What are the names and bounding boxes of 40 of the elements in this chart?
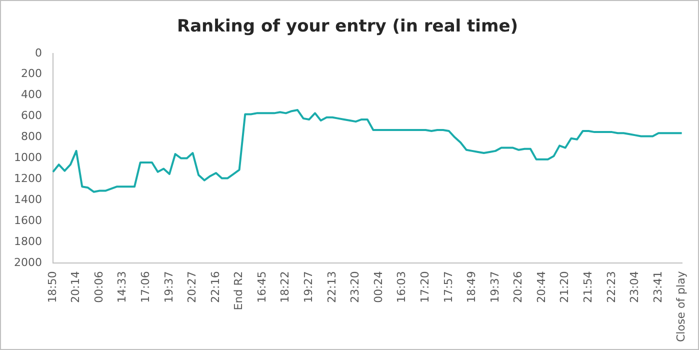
x-tick-label: 20:26 xyxy=(512,271,525,303)
x-tick-label: 20:27 xyxy=(186,271,199,303)
x-tick-label: 17:06 xyxy=(139,271,152,303)
x-tick-label: 00:06 xyxy=(92,271,106,303)
x-tick-label: 20:44 xyxy=(534,271,548,303)
x-tick-label: 22:13 xyxy=(325,271,338,303)
y-tick-label: 1200 xyxy=(14,172,42,186)
y-tick-label: 800 xyxy=(20,130,42,144)
y-tick-label: 1800 xyxy=(14,235,42,248)
y-tick-label: 200 xyxy=(20,67,42,80)
x-tick-label: 23:04 xyxy=(628,271,642,303)
y-tick-label: 1400 xyxy=(14,193,42,206)
x-tick-label: 20:14 xyxy=(69,271,82,303)
x-tick-label: 17:57 xyxy=(442,271,455,303)
x-tick-label: 14:33 xyxy=(116,271,129,303)
x-tick-label: 19:37 xyxy=(162,271,176,303)
x-tick-label: 19:37 xyxy=(488,271,502,303)
x-tick-label: 18:50 xyxy=(46,271,59,303)
x-tick-label: 22:16 xyxy=(208,271,222,303)
x-tick-label: 00:24 xyxy=(372,271,385,303)
x-tick-label: 18:22 xyxy=(278,271,292,303)
x-tick-label: 21:20 xyxy=(558,271,572,303)
x-tick-label: 17:20 xyxy=(418,271,432,303)
x-tick-label: 16:03 xyxy=(395,271,408,303)
x-tick-label: 23:41 xyxy=(651,271,664,303)
x-tick-label: 16:45 xyxy=(255,271,268,303)
x-tick-label: 18:49 xyxy=(465,271,478,303)
x-tick-label: 19:27 xyxy=(302,271,316,303)
chart-title: Ranking of your entry (in real time) xyxy=(176,16,518,37)
y-tick-label: 1600 xyxy=(14,214,42,228)
x-tick-label: End R2 xyxy=(232,271,246,310)
x-tick-label: Close of play xyxy=(674,270,688,342)
x-tick-label: 22:23 xyxy=(604,271,618,303)
y-tick-label: 1000 xyxy=(14,151,42,164)
y-tick-label: 600 xyxy=(20,109,42,122)
y-tick-label: 400 xyxy=(20,88,42,102)
y-tick-label: 2000 xyxy=(14,256,42,270)
x-tick-label: 21:54 xyxy=(582,271,595,303)
y-tick-label: 0 xyxy=(34,46,42,60)
x-tick-label: 23:20 xyxy=(348,271,362,303)
